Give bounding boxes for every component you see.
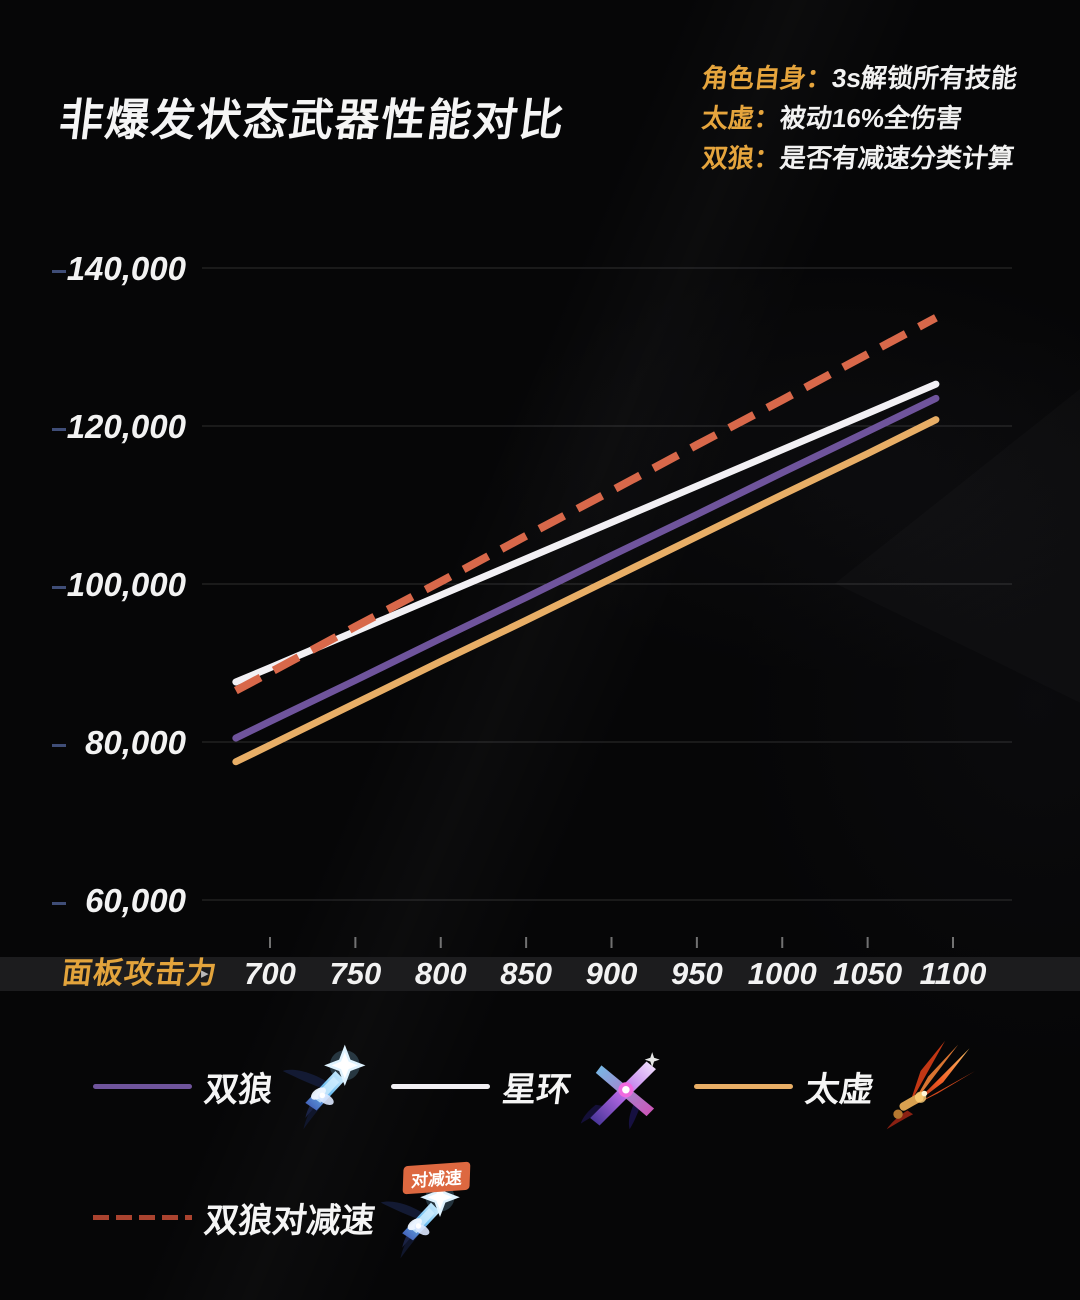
x-tick-label: 1050 <box>833 956 903 991</box>
xinghuan-weapon-icon <box>580 1052 660 1130</box>
svg-text:140,000: 140,000 <box>67 250 187 287</box>
x-tick-label: 850 <box>500 956 552 991</box>
svg-text:100,000: 100,000 <box>67 566 187 603</box>
x-axis-strip: 面板攻击力 ▸ 700 750 800 850 900 950 1000 1050 1100 <box>0 957 1080 991</box>
legend-swatch-dashed <box>93 1214 192 1220</box>
x-tick-label: 750 <box>329 956 382 991</box>
taixu-weapon-icon <box>886 1040 976 1130</box>
x-tick-label: 1000 <box>747 956 817 991</box>
svg-text:60,000: 60,000 <box>85 882 187 919</box>
legend-label: 星环 <box>500 1070 573 1109</box>
legend-item-xinghuan: 星环 <box>391 1036 671 1136</box>
slow-tag-badge: 对减速 <box>402 1161 471 1195</box>
svg-text:120,000: 120,000 <box>67 408 187 445</box>
x-tick-label: 800 <box>414 956 467 991</box>
x-tick-label: 900 <box>585 956 638 991</box>
shuanglang-weapon-icon <box>282 1044 366 1130</box>
x-tick-label: 700 <box>244 956 296 991</box>
legend-swatch <box>694 1083 793 1089</box>
legend-swatch <box>391 1083 490 1089</box>
legend-label: 太虚 <box>803 1070 876 1109</box>
x-tick-label: 950 <box>671 956 723 991</box>
legend-item-shuanglang-slowed: 双狼对减速 对减速 <box>93 1161 471 1272</box>
svg-text:80,000: 80,000 <box>85 724 187 761</box>
legend-item-taixu: 太虚 <box>694 1036 980 1136</box>
legend-label: 双狼 <box>202 1070 275 1109</box>
x-tick-labels: 700 750 800 850 900 950 1000 1050 1100 <box>0 957 1080 991</box>
legend-label: 双狼对减速 <box>202 1201 377 1240</box>
legend-swatch <box>93 1083 192 1089</box>
legend-item-shuanglang: 双狼 <box>93 1036 373 1136</box>
triangle-icon: ▸ <box>201 965 209 982</box>
x-tick-label: 1100 <box>919 956 987 991</box>
